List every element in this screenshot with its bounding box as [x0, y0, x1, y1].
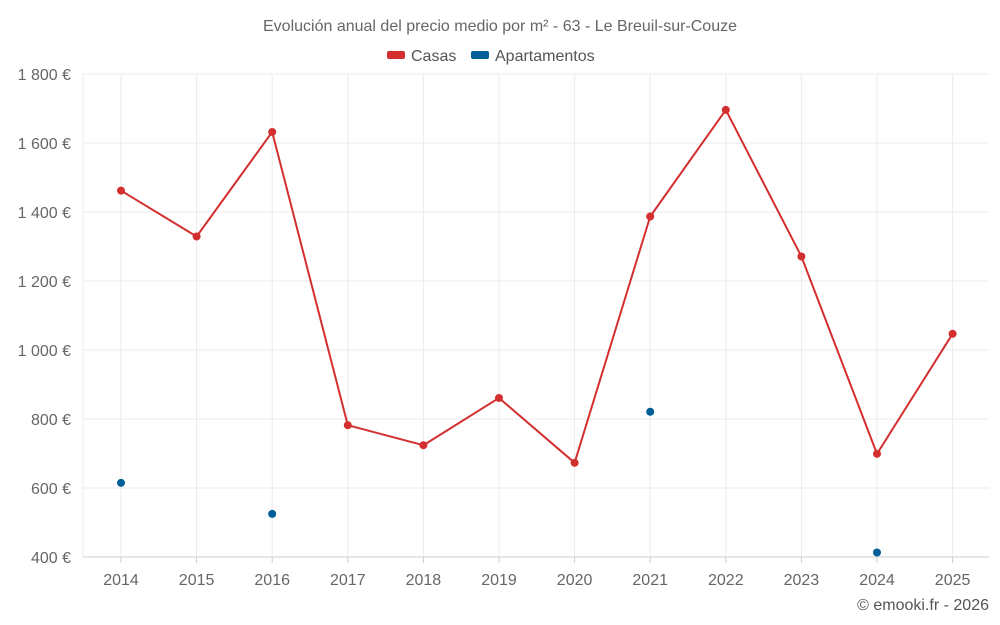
y-axis: 400 € 600 € 800 € 1 000 € 1 200 € 1 400 € 1 60… — [18, 67, 71, 567]
series-layer — [117, 105, 957, 557]
series-casas — [117, 105, 957, 467]
x-tick-label: 2018 — [406, 572, 442, 589]
data-point-casas[interactable] — [873, 449, 881, 458]
x-tick-label: 2016 — [254, 572, 290, 589]
series-line-casas — [120, 108, 954, 464]
series-apartamentos — [117, 407, 881, 557]
credit: © emooki.fr - 2026 — [857, 597, 989, 614]
y-tick-label: 1 000 € — [18, 343, 71, 360]
legend-swatch-apartamentos — [471, 51, 489, 59]
x-tick-label: 2021 — [632, 572, 668, 589]
legend-item-apartamentos[interactable]: Apartamentos — [471, 48, 595, 65]
data-point-apartamentos[interactable] — [646, 407, 655, 416]
x-axis: 2014 2015 2016 2017 2018 2019 2020 2021 2022 2023… — [103, 557, 970, 589]
legend-label-casas: Casas — [411, 48, 456, 65]
data-point-casas[interactable] — [721, 105, 730, 114]
data-point-casas[interactable] — [117, 186, 125, 195]
x-tick-label: 2019 — [481, 572, 517, 589]
x-tick-label: 2023 — [784, 572, 820, 589]
data-point-casas[interactable] — [268, 127, 277, 136]
data-point-casas[interactable] — [570, 458, 579, 467]
y-tick-label: 800 € — [31, 412, 71, 429]
data-point-apartamentos[interactable] — [873, 548, 881, 557]
x-tick-label: 2014 — [103, 572, 139, 589]
data-point-apartamentos[interactable] — [117, 478, 125, 487]
grid — [82, 73, 989, 558]
legend-label-apartamentos: Apartamentos — [495, 48, 595, 65]
data-point-casas[interactable] — [192, 232, 201, 241]
x-tick-label: 2017 — [330, 572, 366, 589]
data-point-casas[interactable] — [948, 329, 957, 338]
data-point-casas[interactable] — [495, 393, 503, 402]
data-point-apartamentos[interactable] — [268, 509, 277, 518]
legend-item-casas[interactable]: Casas — [387, 48, 456, 65]
data-point-casas[interactable] — [797, 252, 806, 261]
legend: Casas Apartamentos — [387, 48, 595, 65]
x-tick-label: 2022 — [708, 572, 744, 589]
y-tick-label: 1 400 € — [18, 205, 71, 222]
data-point-casas[interactable] — [646, 212, 655, 221]
data-point-casas[interactable] — [419, 441, 428, 450]
data-point-casas[interactable] — [343, 421, 352, 430]
y-tick-label: 400 € — [31, 550, 71, 567]
x-tick-label: 2025 — [935, 572, 971, 589]
legend-swatch-casas — [387, 51, 405, 59]
y-tick-label: 1 600 € — [18, 136, 71, 153]
x-tick-label: 2020 — [557, 572, 593, 589]
y-tick-label: 1 200 € — [18, 274, 71, 291]
x-tick-label: 2015 — [179, 572, 215, 589]
y-tick-label: 600 € — [31, 481, 71, 498]
chart-title: Evolución anual del precio medio por m² … — [263, 18, 737, 35]
y-tick-label: 1 800 € — [18, 67, 71, 84]
x-tick-label: 2024 — [859, 572, 895, 589]
